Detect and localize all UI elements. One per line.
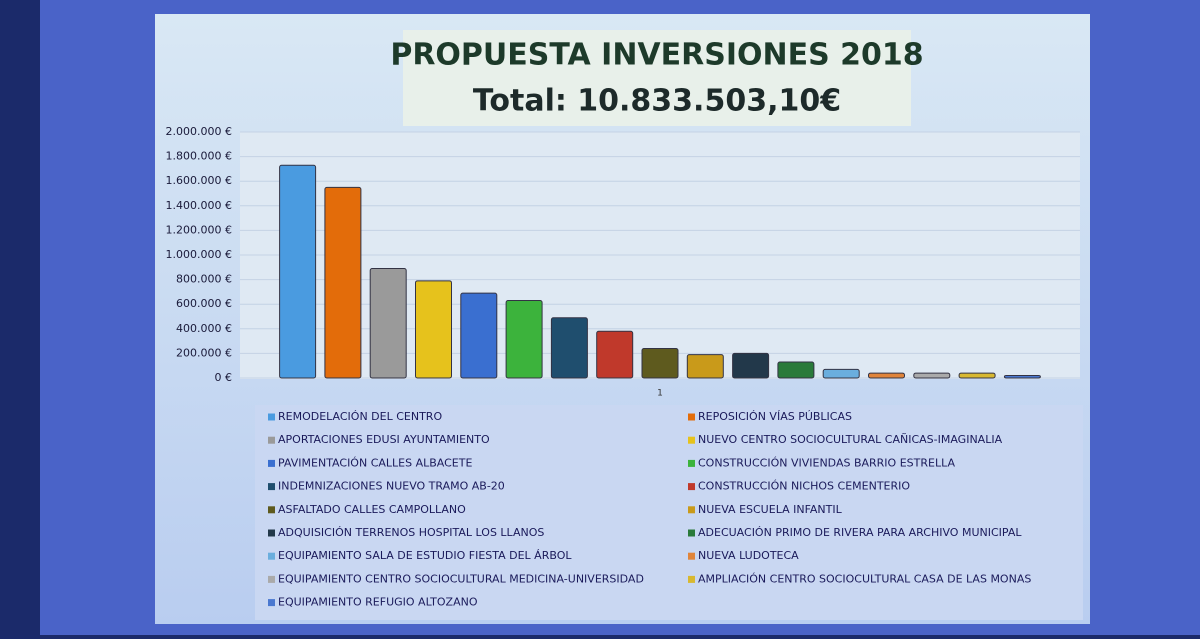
legend-swatch [268,459,275,467]
legend-label: ADQUISICIÓN TERRENOS HOSPITAL LOS LLANOS [278,526,544,539]
legend-label: INDEMNIZACIONES NUEVO TRAMO AB-20 [278,480,505,493]
legend-swatch [268,529,275,537]
legend-swatch [688,483,695,491]
legend-swatch [688,575,695,583]
y-tick-label: 0 € [215,371,233,384]
legend-swatch [688,506,695,514]
legend-label: APORTACIONES EDUSI AYUNTAMIENTO [278,433,490,446]
y-tick-label: 1.200.000 € [166,223,232,236]
title-box [403,30,911,126]
legend-label: NUEVO CENTRO SOCIOCULTURAL CAÑICAS-IMAGI… [698,433,1003,446]
bar [641,347,679,379]
legend-swatch [268,506,275,514]
legend-swatch [688,413,695,421]
y-tick-label: 1.800.000 € [166,150,232,163]
bar [777,361,815,379]
bar [596,330,634,379]
legend-label: AMPLIACIÓN CENTRO SOCIOCULTURAL CASA DE … [698,572,1031,585]
legend-swatch [268,413,275,421]
legend-swatch [268,552,275,560]
bar [505,300,543,379]
legend-label: ASFALTADO CALLES CAMPOLLANO [278,503,466,516]
legend-swatch [688,529,695,537]
legend-label: REMODELACIÓN DEL CENTRO [278,410,442,423]
chart-title: PROPUESTA INVERSIONES 2018 [390,38,923,73]
legend-label: EQUIPAMIENTO CENTRO SOCIOCULTURAL MEDICI… [278,572,644,585]
bar [868,372,905,379]
bar [369,268,407,379]
legend-swatch [268,599,275,607]
legend-label: PAVIMENTACIÓN CALLES ALBACETE [278,456,472,469]
legend-label: NUEVA ESCUELA INFANTIL [698,503,843,516]
bar [822,368,860,379]
bar [913,372,951,379]
chart-subtitle: Total: 10.833.503,10€ [473,84,841,119]
bar [324,186,362,379]
y-tick-label: 1.600.000 € [166,174,232,187]
legend-label: REPOSICIÓN VÍAS PÚBLICAS [698,410,852,423]
bar [1003,375,1041,379]
legend-swatch [268,436,275,444]
legend-swatch [688,552,695,560]
y-tick-label: 800.000 € [176,273,232,286]
legend-swatch [268,483,275,491]
legend-label: EQUIPAMIENTO REFUGIO ALTOZANO [278,596,478,609]
bar [686,354,724,379]
legend-swatch [268,575,275,583]
y-tick-label: 200.000 € [176,346,232,359]
legend-label: EQUIPAMIENTO SALA DE ESTUDIO FIESTA DEL … [278,549,572,562]
bar [958,372,996,379]
y-tick-label: 600.000 € [176,297,232,310]
y-tick-label: 400.000 € [176,322,232,335]
bar [550,317,588,379]
bar [460,292,498,379]
x-tick-label: 1 [657,389,663,399]
y-tick-label: 1.400.000 € [166,199,232,212]
legend-box [255,405,1083,620]
legend-swatch [688,459,695,467]
legend-label: ADECUACIÓN PRIMO DE RIVERA PARA ARCHIVO … [698,526,1022,539]
bar [732,352,770,379]
legend-label: CONSTRUCCIÓN VIVIENDAS BARRIO ESTRELLA [698,456,955,469]
bar [415,280,452,379]
legend-label: NUEVA LUDOTECA [698,549,799,562]
legend-swatch [688,436,695,444]
y-tick-label: 2.000.000 € [166,125,232,138]
legend-label: CONSTRUCCIÓN NICHOS CEMENTERIO [698,480,910,493]
y-tick-label: 1.000.000 € [166,248,232,261]
bar [279,164,317,379]
